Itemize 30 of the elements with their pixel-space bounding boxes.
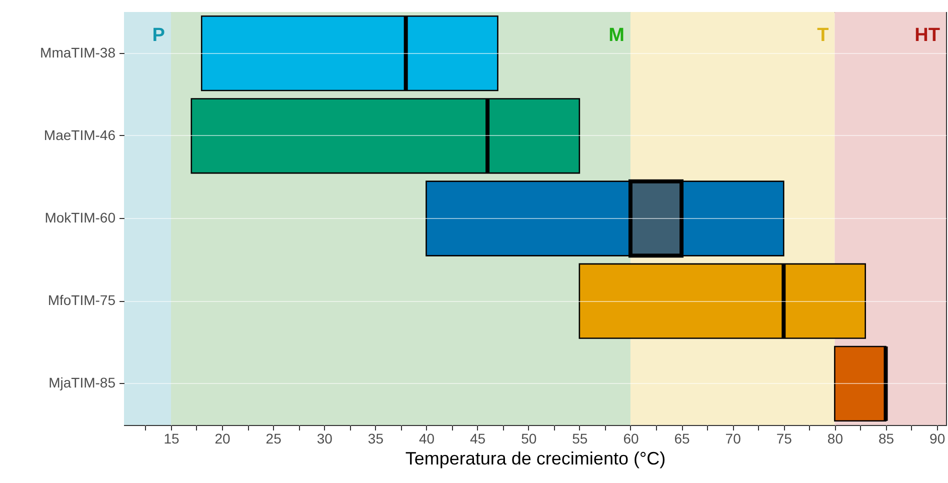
y-tick-label: MmaTIM-38 [40,44,116,60]
band-label: T [817,25,830,46]
x-tick-label: 80 [827,430,844,446]
x-tick-label: 50 [521,430,537,446]
x-tick-label: 60 [623,430,639,446]
x-tick-label: 65 [674,430,690,446]
x-tick-label: 20 [214,430,231,446]
x-tick-label: 70 [725,430,742,446]
x-axis-title: Temperatura de crecimiento (°C) [405,448,666,468]
band-label: P [152,25,166,46]
y-tick-label: MfoTIM-75 [48,292,116,308]
x-tick-label: 15 [164,430,180,446]
x-tick-label: 85 [878,430,894,446]
x-tick-label: 45 [470,430,486,446]
y-tick-label: MokTIM-60 [44,210,116,226]
bar [200,15,498,92]
band-label: M [608,25,624,46]
x-tick-label: 35 [368,430,384,446]
y-tick-label: MaeTIM-46 [44,126,116,143]
x-tick-label: 90 [930,430,946,446]
bar [578,263,866,339]
x-tick-label: 30 [316,430,333,446]
y-tick-label: MjaTIM-85 [48,374,116,391]
x-tick-label: 25 [266,430,282,446]
band-label: HT [914,25,940,46]
x-tick-label: 75 [776,430,792,446]
bar [834,346,886,422]
bar [190,98,580,174]
x-tick-label: 40 [418,430,435,446]
x-tick-label: 55 [572,430,588,446]
